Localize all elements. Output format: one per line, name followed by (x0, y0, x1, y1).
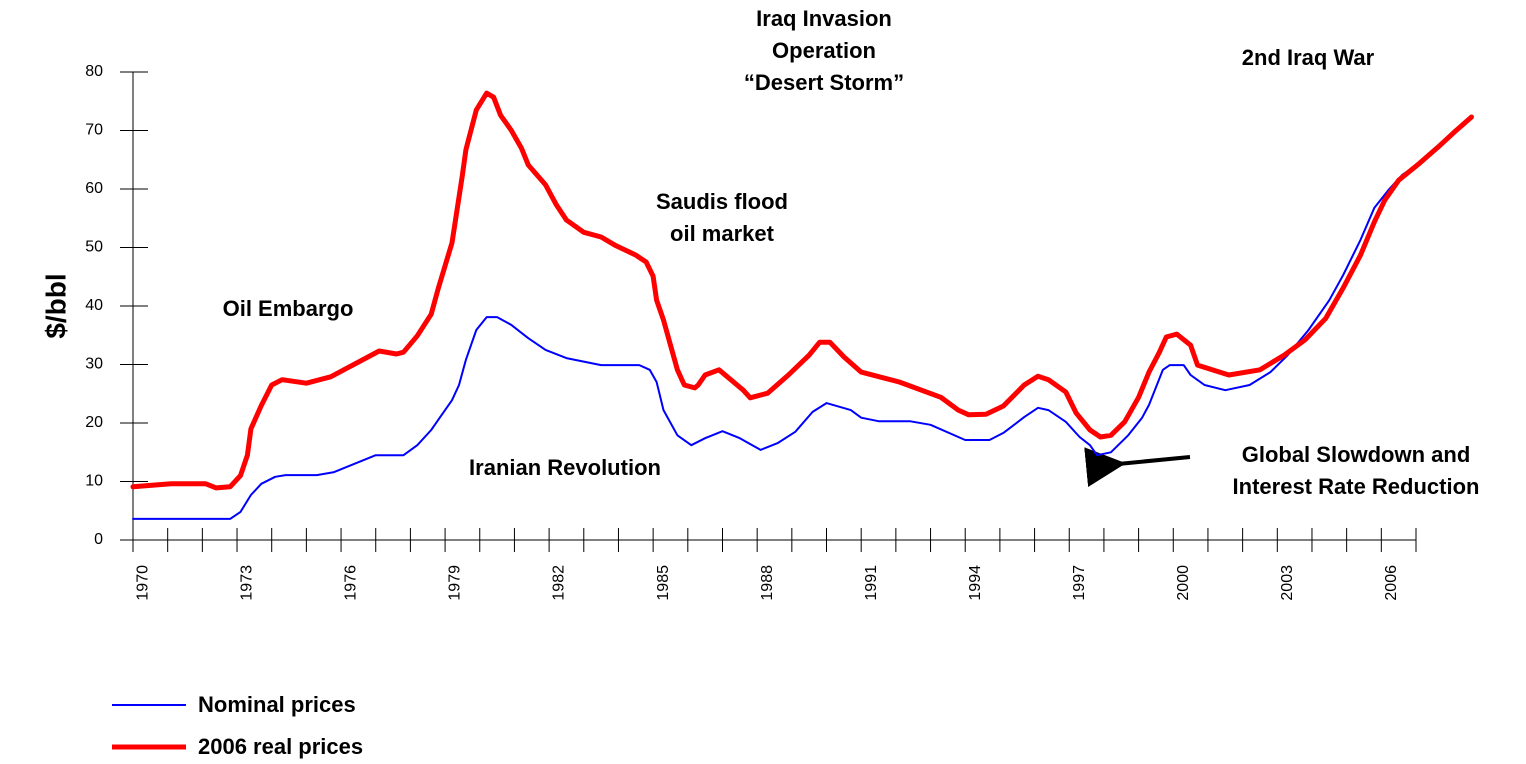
y-tick-label: 80 (85, 63, 103, 80)
y-tick-label: 10 (85, 473, 103, 490)
x-tick-label: 1991 (863, 565, 880, 601)
y-tick-label: 20 (85, 414, 103, 431)
annotation: “Desert Storm” (744, 70, 904, 95)
y-tick-label: 50 (85, 239, 103, 256)
annotation: oil market (670, 221, 775, 246)
x-tick-label: 1976 (343, 565, 360, 601)
annotation: Iranian Revolution (469, 455, 661, 480)
annotation: Interest Rate Reduction (1233, 474, 1480, 499)
y-tick-label: 40 (85, 297, 103, 314)
legend-label: Nominal prices (198, 692, 356, 717)
x-tick-label: 1979 (447, 565, 464, 601)
y-tick-label: 0 (94, 531, 103, 548)
annotation: Global Slowdown and (1242, 442, 1471, 467)
annotation-arrow (1084, 447, 1191, 488)
series-line (132, 116, 1473, 520)
annotation: Iraq Invasion (756, 6, 892, 31)
x-tick-label: 2006 (1383, 565, 1400, 601)
annotation: Saudis flood (656, 189, 788, 214)
annotation: 2nd Iraq War (1242, 45, 1375, 70)
x-tick-label: 1973 (239, 565, 256, 601)
series-line (130, 90, 1474, 491)
annotation: Operation (772, 38, 876, 63)
y-tick-label: 30 (85, 356, 103, 373)
y-tick-label: 70 (85, 122, 103, 139)
x-tick-label: 1982 (551, 565, 568, 601)
x-tick-label: 2003 (1279, 565, 1296, 601)
x-tick-label: 1997 (1071, 565, 1088, 601)
legend-label: 2006 real prices (198, 734, 363, 759)
annotation: Oil Embargo (223, 296, 354, 321)
x-tick-label: 1985 (655, 565, 672, 601)
x-tick-label: 2000 (1175, 565, 1192, 601)
x-tick-label: 1970 (135, 565, 152, 601)
y-tick-label: 60 (85, 180, 103, 197)
x-tick-label: 1988 (759, 565, 776, 601)
x-tick-label: 1994 (967, 565, 984, 601)
y-axis-label: $/bbl (40, 273, 71, 338)
